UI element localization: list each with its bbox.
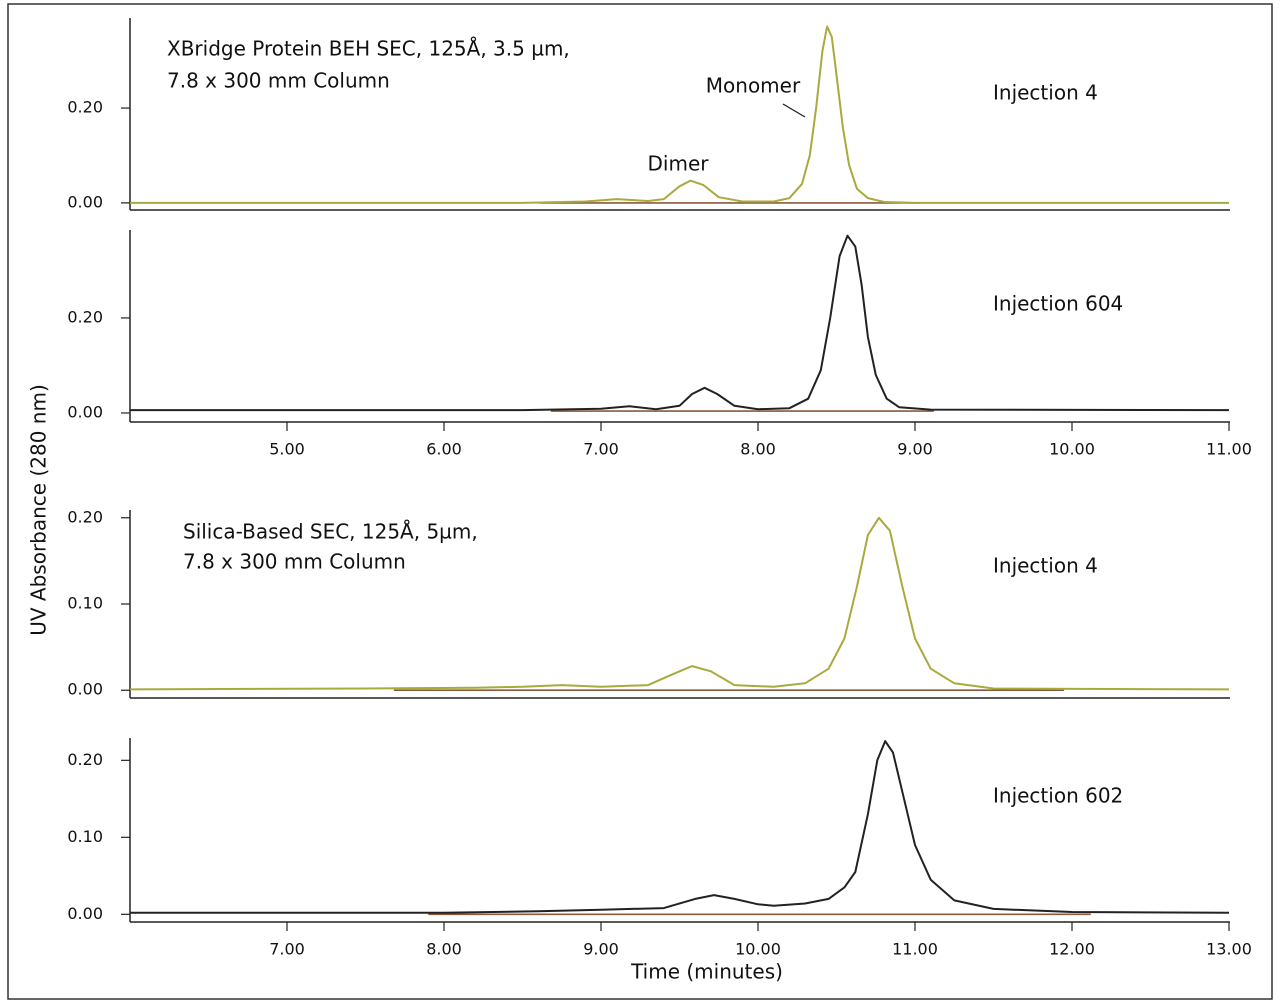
panel-title: XBridge Protein BEH SEC, 125Å, 3.5 µm, (167, 37, 570, 61)
x-tick-label: 6.00 (426, 440, 462, 459)
y-tick-label: 0.20 (67, 507, 103, 526)
x-tick-label: 11.00 (1206, 440, 1252, 459)
x-axis-label: Time (minutes) (630, 960, 783, 984)
y-tick-label: 0.20 (67, 750, 103, 769)
x-tick-label: 10.00 (1049, 440, 1095, 459)
injection-label: Injection 604 (993, 292, 1123, 316)
y-tick-label: 0.20 (67, 307, 103, 326)
trace (130, 25, 1229, 204)
x-tick-label: 8.00 (740, 440, 776, 459)
x-tick-label: 8.00 (426, 940, 462, 959)
injection-label: Injection 4 (993, 554, 1098, 578)
y-axis-label: UV Absorbance (280 nm) (27, 384, 51, 636)
peak-label: Monomer (706, 74, 801, 98)
injection-label: Injection 4 (993, 81, 1098, 105)
x-tick-label: 10.00 (735, 940, 781, 959)
trace (129, 516, 1230, 691)
panel-title: Silica-Based SEC, 125Å, 5µm, (183, 520, 478, 544)
x-tick-label: 9.00 (897, 440, 933, 459)
injection-label: Injection 602 (993, 784, 1123, 808)
y-tick-label: 0.10 (67, 827, 103, 846)
y-tick-label: 0.00 (67, 680, 103, 699)
leader-line (782, 103, 806, 118)
x-tick-label: 7.00 (269, 940, 305, 959)
x-tick-label: 13.00 (1206, 940, 1252, 959)
x-tick-label: 12.00 (1049, 940, 1095, 959)
trace (130, 234, 1230, 412)
y-tick-label: 0.00 (67, 192, 103, 211)
y-tick-label: 0.00 (67, 904, 103, 923)
frame (7, 3, 1273, 1000)
x-tick-label: 7.00 (583, 440, 619, 459)
panel-title: 7.8 x 300 mm Column (167, 69, 390, 93)
y-tick-label: 0.20 (67, 98, 103, 117)
peak-label: Dimer (648, 152, 710, 176)
y-tick-label: 0.00 (67, 402, 103, 421)
y-tick-label: 0.10 (67, 594, 103, 613)
panel-title: 7.8 x 300 mm Column (183, 550, 406, 574)
x-tick-label: 11.00 (892, 940, 938, 959)
x-tick-label: 5.00 (269, 440, 305, 459)
trace (130, 740, 1230, 914)
x-tick-label: 9.00 (583, 940, 619, 959)
